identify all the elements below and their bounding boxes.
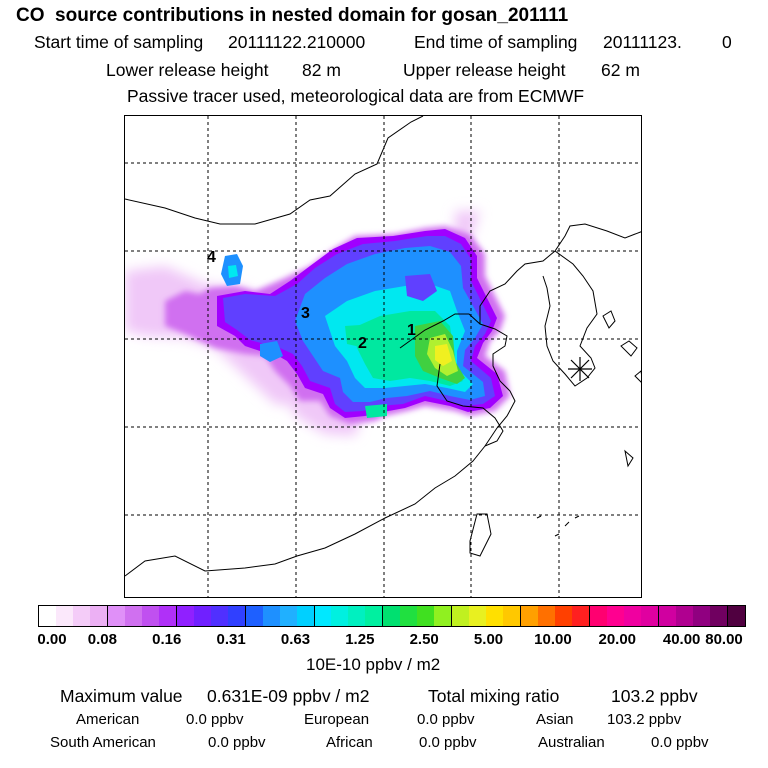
plume-band — [435, 344, 452, 366]
colorbar-tick-label: 0.08 — [87, 631, 117, 648]
region-value-american: 0.0 ppbv — [186, 711, 244, 728]
source-label-1: 1 — [407, 322, 416, 339]
colorbar-segment — [434, 606, 453, 626]
colorbar-segment — [158, 606, 177, 626]
start-time-label: Start time of sampling — [34, 32, 204, 52]
colorbar-tick-label: 1.25 — [345, 631, 375, 648]
colorbar-tick-label: 0.63 — [280, 631, 311, 648]
plume-band — [228, 265, 238, 278]
region-value-asian: 103.2 ppbv — [607, 711, 682, 728]
lower-height-label: Lower release height — [106, 60, 269, 80]
end-time-value: 20111123. — [603, 32, 682, 52]
colorbar-segment — [89, 606, 108, 626]
colorbar-segment — [279, 606, 297, 626]
source-label-3: 3 — [301, 305, 310, 322]
colorbar-segment — [296, 606, 315, 626]
end-time-extra: 0 — [722, 32, 732, 52]
total-mixing-value: 103.2 ppbv — [611, 686, 698, 706]
colorbar-segment — [486, 606, 504, 626]
colorbar-tick-label: 40.00 — [662, 631, 701, 648]
max-value-label: Maximum value — [60, 686, 183, 706]
colorbar-segment — [469, 606, 487, 626]
lower-height-value: 82 m — [302, 60, 341, 80]
colorbar-segment — [314, 606, 332, 626]
region-name-african: African — [326, 734, 373, 751]
region-name-australian: Australian — [538, 734, 605, 751]
colorbar-segment — [658, 606, 676, 626]
colorbar-segment — [452, 606, 470, 626]
colorbar-segment — [538, 606, 556, 626]
colorbar-tick-label: 0.00 — [37, 631, 67, 648]
plume-band — [405, 274, 437, 301]
colorbar-segment — [521, 606, 539, 626]
region-value-australian: 0.0 ppbv — [651, 734, 709, 751]
colorbar-segment — [176, 606, 194, 626]
data-note: Passive tracer used, meteorological data… — [127, 86, 585, 106]
colorbar-tick-label: 20.00 — [598, 631, 637, 648]
colorbar-segment — [572, 606, 590, 626]
plot-title: CO source contributions in nested domain… — [16, 5, 569, 26]
colorbar-segment — [417, 606, 435, 626]
colorbar — [38, 605, 746, 627]
region-name-american: American — [76, 711, 140, 728]
colorbar-segment — [640, 606, 659, 626]
plume-band — [365, 404, 387, 418]
region-name-south-american: South American — [50, 734, 156, 751]
colorbar-tick-label: 2.50 — [409, 631, 439, 648]
colorbar-segment — [124, 606, 142, 626]
colorbar-segment — [692, 606, 710, 626]
total-mixing-label: Total mixing ratio — [428, 686, 560, 706]
colorbar-tick-label: 0.16 — [152, 631, 182, 648]
region-name-asian: Asian — [536, 711, 574, 728]
upper-height-label: Upper release height — [403, 60, 566, 80]
end-time-label: End time of sampling — [414, 32, 578, 52]
colorbar-segment — [39, 606, 56, 626]
colorbar-segment — [262, 606, 280, 626]
start-time-value: 20111122.210000 — [228, 32, 366, 52]
concentration-plume — [125, 211, 510, 436]
plume-band — [345, 324, 380, 348]
region-value-african: 0.0 ppbv — [419, 734, 477, 751]
region-value-european: 0.0 ppbv — [417, 711, 475, 728]
colorbar-tick-label: 10.00 — [534, 631, 572, 648]
colorbar-segment — [365, 606, 384, 626]
asterisk-receptor-icon — [568, 357, 592, 381]
colorbar-segment — [727, 606, 745, 626]
colorbar-segment — [606, 606, 624, 626]
map-svg: 1 2 3 4 — [125, 116, 641, 597]
colorbar-segment — [331, 606, 349, 626]
colorbar-tick-label: 80.00 — [705, 631, 743, 648]
colorbar-segment — [709, 606, 728, 626]
upper-height-value: 62 m — [601, 60, 640, 80]
colorbar-segment — [193, 606, 211, 626]
colorbar-segment — [72, 606, 90, 626]
source-label-2: 2 — [358, 335, 367, 352]
colorbar-segment — [555, 606, 573, 626]
colorbar-segment — [348, 606, 366, 626]
colorbar-unit: 10E-10 ppbv / m2 — [306, 655, 441, 674]
map-panel: 1 2 3 4 — [124, 115, 642, 598]
colorbar-segment — [590, 606, 607, 626]
colorbar-segment — [503, 606, 522, 626]
colorbar-segment — [245, 606, 263, 626]
coastlines — [125, 116, 641, 577]
colorbar-segment — [383, 606, 401, 626]
colorbar-segment — [107, 606, 125, 626]
plume-band — [260, 341, 283, 362]
colorbar-tick-label: 5.00 — [473, 631, 504, 648]
colorbar-tick-label: 0.31 — [216, 631, 246, 648]
colorbar-segment — [227, 606, 246, 626]
lat-lon-grid — [125, 116, 641, 597]
colorbar-segment — [400, 606, 418, 626]
source-label-4: 4 — [207, 249, 216, 266]
colorbar-segment — [55, 606, 73, 626]
colorbar-segment — [210, 606, 228, 626]
max-value: 0.631E-09 ppbv / m2 — [207, 686, 370, 706]
region-value-south-american: 0.0 ppbv — [208, 734, 266, 751]
colorbar-segment — [675, 606, 693, 626]
region-name-european: European — [304, 711, 370, 728]
colorbar-segment — [623, 606, 641, 626]
colorbar-segment — [141, 606, 159, 626]
